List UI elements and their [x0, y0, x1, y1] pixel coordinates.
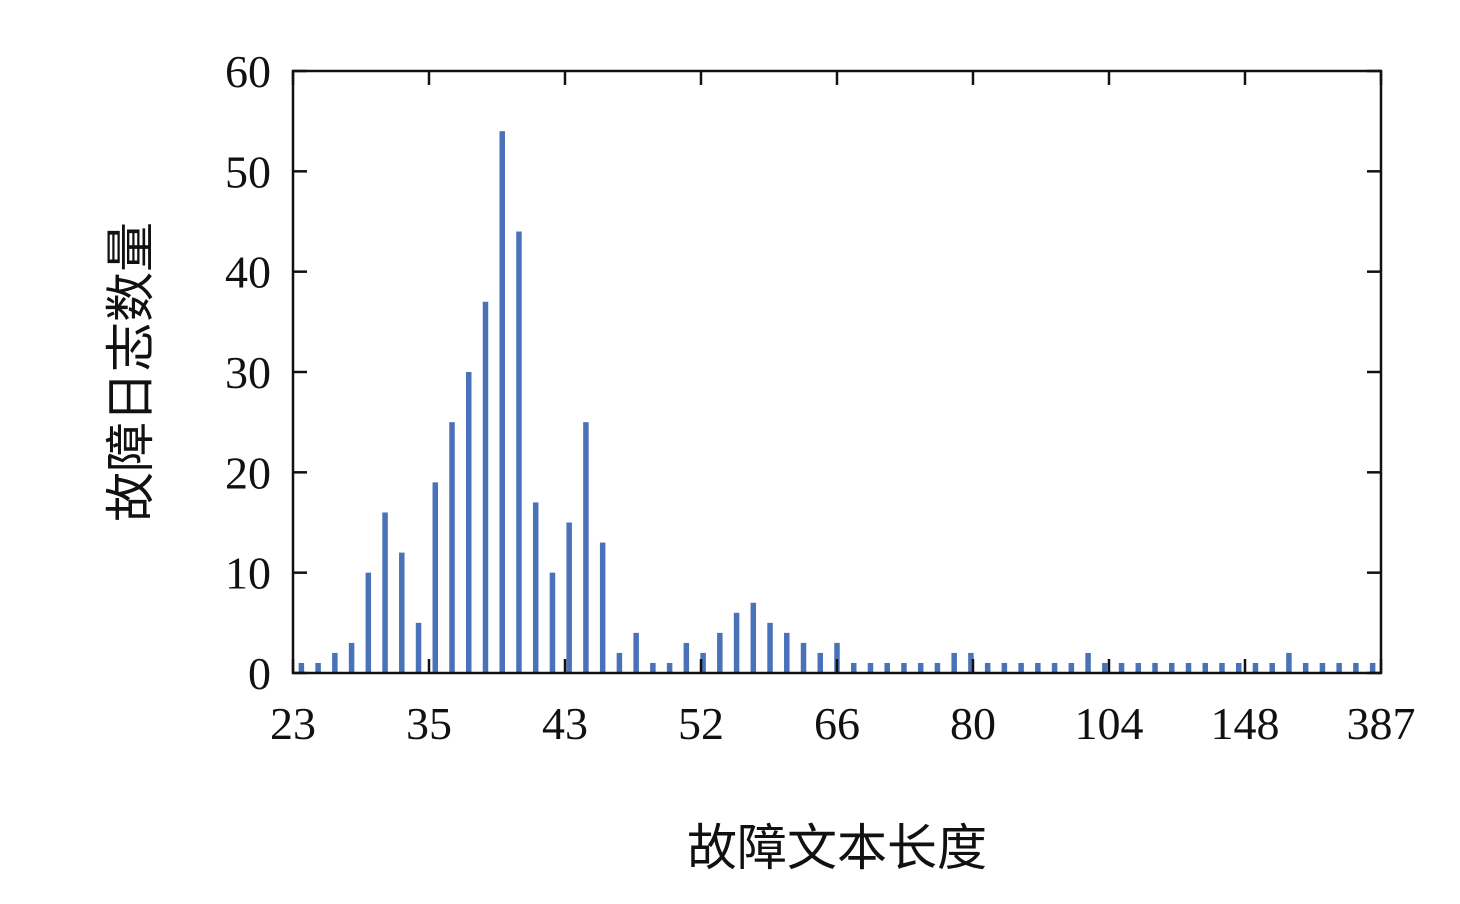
y-tick-label: 60 [225, 46, 271, 97]
bar [817, 652, 824, 673]
bar [1219, 662, 1225, 673]
bar [1369, 662, 1376, 673]
x-tick-label: 80 [950, 698, 996, 749]
bar [1319, 662, 1326, 673]
y-axis-ticks: 0 10 20 30 40 50 60 [225, 46, 1381, 699]
bar [968, 652, 974, 673]
x-tick-label: 43 [542, 698, 588, 749]
bar [683, 642, 690, 673]
x-tick-label: 23 [270, 698, 316, 749]
bar [1102, 662, 1108, 673]
bar [482, 301, 489, 673]
bar [1185, 662, 1192, 673]
bar [549, 572, 556, 673]
bar [1018, 662, 1024, 673]
bar [834, 642, 840, 673]
bar [1001, 662, 1008, 673]
x-tick-label: 387 [1347, 698, 1416, 749]
bar [1068, 662, 1075, 673]
bar [365, 572, 372, 673]
bar [616, 652, 623, 673]
bar [1302, 662, 1309, 673]
x-tick-label: 35 [406, 698, 452, 749]
bar [917, 662, 924, 673]
x-axis-label: 故障文本长度 [687, 819, 987, 877]
bar [700, 652, 706, 673]
bar [382, 512, 388, 673]
bar [449, 422, 455, 673]
bar [1252, 662, 1259, 673]
bar [466, 372, 472, 673]
bar [1035, 662, 1041, 673]
bar [1353, 662, 1359, 673]
bar [984, 662, 991, 673]
y-tick-label: 50 [225, 146, 271, 197]
bar [650, 662, 656, 673]
bar [750, 602, 757, 673]
y-tick-label: 40 [225, 247, 271, 298]
bar [516, 231, 522, 673]
bar [1135, 662, 1142, 673]
bar [733, 612, 740, 673]
bar [867, 662, 874, 673]
bar [934, 662, 941, 673]
x-tick-label: 104 [1075, 698, 1144, 749]
x-tick-label: 148 [1211, 698, 1280, 749]
bar [1169, 662, 1175, 673]
y-tick-label: 30 [225, 347, 271, 398]
bar [784, 632, 790, 673]
bar [850, 662, 857, 673]
bar [1336, 662, 1342, 673]
bar [315, 662, 321, 673]
x-axis-ticks: 23 35 43 52 66 80 104 148 387 [270, 71, 1416, 749]
y-tick-label: 10 [225, 548, 271, 599]
bar [583, 422, 589, 673]
bar [432, 482, 439, 673]
bar [1202, 662, 1208, 673]
bars-layer [298, 131, 1376, 673]
bar [1235, 662, 1242, 673]
bar [666, 662, 673, 673]
bar [1286, 652, 1292, 673]
y-axis-label: 故障日志数量 [102, 222, 160, 522]
bar [1152, 662, 1158, 673]
bar [332, 652, 338, 673]
bar [499, 131, 505, 673]
bar [1269, 662, 1275, 673]
bar [415, 622, 422, 673]
x-tick-label: 52 [678, 698, 724, 749]
bar [1118, 662, 1125, 673]
bar [599, 542, 606, 673]
x-tick-label: 66 [814, 698, 860, 749]
bar [399, 552, 405, 673]
bar [1085, 652, 1091, 673]
bar [767, 622, 773, 673]
bar [951, 652, 957, 673]
y-tick-label: 0 [248, 648, 271, 699]
bar [1051, 662, 1058, 673]
bar [901, 662, 907, 673]
y-tick-label: 20 [225, 447, 271, 498]
bar [566, 522, 572, 673]
bar [717, 632, 723, 673]
bar [633, 632, 639, 673]
bar [800, 642, 807, 673]
bar [532, 502, 539, 673]
bar [348, 642, 355, 673]
plot-frame [291, 69, 1383, 675]
bar [884, 662, 890, 673]
bar [298, 662, 305, 673]
